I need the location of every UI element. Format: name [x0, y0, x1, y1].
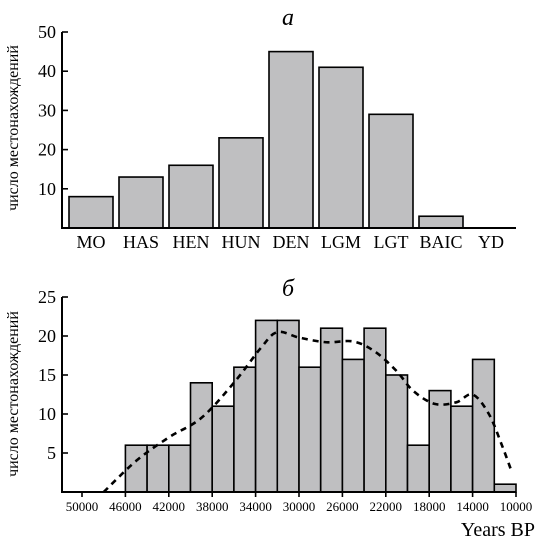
x-tick-label: 14000 — [456, 499, 489, 514]
y-tick-label: 10 — [38, 404, 56, 424]
category-label-hun: HUN — [222, 232, 261, 252]
panel-b-axes — [61, 297, 516, 493]
bar-hen — [168, 164, 214, 229]
x-tick-label: 10000 — [500, 499, 533, 514]
category-label-yd: YD — [478, 232, 504, 252]
x-tick-label: 18000 — [413, 499, 446, 514]
category-label-den: DEN — [273, 232, 310, 252]
panel-a-y-axis-label: число местонахождений — [5, 45, 22, 211]
x-tick-label: 26000 — [326, 499, 359, 514]
panel-b-x-axis-label: Years BP — [461, 519, 535, 540]
histogram-bar — [319, 327, 344, 493]
category-label-mo: MO — [76, 232, 105, 252]
x-tick-label: 34000 — [239, 499, 272, 514]
bar-has — [118, 176, 164, 229]
histogram-bar — [384, 374, 409, 493]
category-label-hen: HEN — [173, 232, 210, 252]
y-tick-label: 50 — [38, 22, 56, 42]
panel-a-letter: а — [282, 5, 294, 31]
histogram-bar — [168, 444, 192, 493]
x-tick-label: 22000 — [370, 499, 403, 514]
bar-den — [268, 50, 314, 229]
y-tick-label: 30 — [38, 100, 56, 120]
histogram-bar — [254, 319, 279, 493]
histogram-bar — [146, 444, 170, 493]
histogram-bar — [471, 358, 496, 493]
category-label-has: HAS — [123, 232, 159, 252]
bar-mo — [68, 195, 114, 229]
bar-baic — [418, 215, 464, 229]
category-label-baic: BAIC — [419, 232, 462, 252]
histogram-bar — [406, 444, 431, 493]
y-tick-label: 40 — [38, 61, 56, 81]
y-tick-label: 20 — [38, 326, 56, 346]
histogram-bar — [428, 389, 452, 493]
y-tick-label: 5 — [47, 443, 56, 463]
category-label-lgm: LGM — [321, 232, 361, 252]
histogram-bar — [450, 405, 474, 493]
histogram-bar — [189, 381, 214, 493]
y-tick-label: 20 — [38, 140, 56, 160]
panel-a-chart: а число местонахождений 10 20 30 40 50 MO HAS… — [5, 5, 516, 252]
bar-lgm — [318, 66, 364, 229]
x-tick-label: 38000 — [196, 499, 229, 514]
histogram-bar — [276, 319, 300, 493]
x-tick-label: 30000 — [283, 499, 316, 514]
trend-curve — [102, 330, 512, 493]
bar-lgt — [368, 113, 414, 229]
category-label-lgt: LGT — [374, 232, 409, 252]
panel-b-letter: б — [282, 276, 295, 302]
histogram-bar — [298, 366, 322, 493]
y-tick-label: 15 — [38, 365, 56, 385]
y-tick-label: 10 — [38, 179, 56, 199]
histogram-bar — [233, 366, 257, 493]
panel-a-axes — [61, 32, 516, 229]
x-tick-label: 46000 — [109, 499, 142, 514]
histogram-bar — [211, 405, 235, 493]
y-tick-label: 25 — [38, 287, 56, 307]
x-tick-label: 50000 — [66, 499, 99, 514]
histogram-bar — [363, 327, 387, 493]
bar-hun — [218, 137, 264, 229]
histogram-bar — [341, 358, 365, 493]
histogram-bar — [493, 483, 517, 493]
panel-b-y-axis-label: число местонахождений — [5, 311, 22, 477]
x-tick-label: 42000 — [153, 499, 186, 514]
panel-b-chart: б число местонахождений 5 10 15 20 25 50000 4… — [5, 276, 535, 540]
